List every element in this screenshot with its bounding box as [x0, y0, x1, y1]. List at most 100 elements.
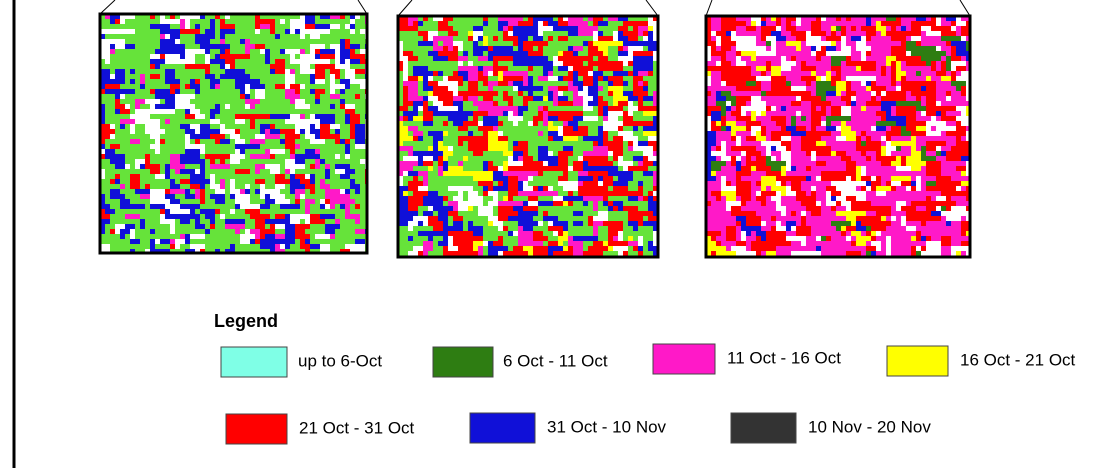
map-pixel	[513, 51, 518, 56]
map-pixel	[523, 66, 528, 71]
map-pixel	[180, 154, 185, 159]
map-pixel	[568, 61, 573, 66]
map-pixel	[360, 39, 365, 44]
map-pixel	[533, 171, 538, 176]
map-pixel	[110, 124, 115, 129]
map-pixel	[245, 29, 250, 34]
map-pixel	[200, 44, 205, 49]
map-pixel	[403, 216, 408, 221]
map-pixel	[488, 136, 493, 141]
map-pixel	[175, 139, 180, 144]
map-pixel	[190, 39, 195, 44]
map-pixel	[403, 156, 408, 161]
map-pixel	[408, 126, 413, 131]
map-pixel	[563, 216, 568, 221]
map-pixel	[270, 44, 275, 49]
map-pixel	[503, 111, 508, 116]
map-pixel	[175, 244, 180, 249]
map-pixel	[538, 86, 543, 91]
map-pixel	[310, 74, 315, 79]
map-pixel	[150, 179, 155, 184]
map-pixel	[230, 39, 235, 44]
map-pixel	[478, 221, 483, 226]
map-pixel	[538, 101, 543, 106]
map-pixel	[638, 86, 643, 91]
map-pixel	[463, 21, 468, 26]
map-pixel	[478, 31, 483, 36]
map-pixel	[105, 169, 110, 174]
map-pixel	[260, 189, 265, 194]
map-pixel	[175, 199, 180, 204]
map-pixel	[340, 189, 345, 194]
map-pixel	[240, 159, 245, 164]
map-pixel	[613, 66, 618, 71]
map-pixel	[240, 214, 245, 219]
map-pixel	[533, 151, 538, 156]
map-pixel	[110, 169, 115, 174]
map-pixel	[230, 189, 235, 194]
map-pixel	[135, 79, 140, 84]
map-pixel	[345, 239, 350, 244]
map-pixel	[270, 154, 275, 159]
map-pixel	[633, 126, 638, 131]
map-pixel	[105, 24, 110, 29]
map-pixel	[613, 86, 618, 91]
map-pixel	[568, 116, 573, 121]
map-pixel	[230, 179, 235, 184]
map-pixel	[618, 116, 623, 121]
map-pixel	[528, 196, 533, 201]
map-pixel	[648, 226, 653, 231]
map-pixel	[553, 101, 558, 106]
map-pixel	[205, 244, 210, 249]
map-pixel	[623, 91, 628, 96]
map-pixel	[105, 134, 110, 139]
map-pixel	[130, 44, 135, 49]
map-pixel	[548, 196, 553, 201]
map-pixel	[458, 101, 463, 106]
map-pixel	[443, 46, 448, 51]
map-pixel	[593, 46, 598, 51]
map-pixel	[300, 194, 305, 199]
map-pixel	[235, 159, 240, 164]
map-pixel	[325, 204, 330, 209]
map-pixel	[568, 186, 573, 191]
map-pixel	[483, 196, 488, 201]
map-pixel	[305, 94, 310, 99]
map-pixel	[448, 51, 453, 56]
map-pixel	[413, 66, 418, 71]
map-pixel	[638, 191, 643, 196]
map-pixel	[205, 209, 210, 214]
map-pixel	[418, 171, 423, 176]
map-pixel	[230, 174, 235, 179]
map-pixel	[448, 36, 453, 41]
map-pixel	[413, 101, 418, 106]
map-pixel	[513, 156, 518, 161]
map-pixel	[403, 86, 408, 91]
map-pixel	[155, 229, 160, 234]
map-pixel	[310, 159, 315, 164]
map-pixel	[260, 34, 265, 39]
map-pixel	[145, 149, 150, 154]
map-pixel	[255, 104, 260, 109]
map-pixel	[623, 191, 628, 196]
map-pixel	[120, 189, 125, 194]
map-pixel	[270, 79, 275, 84]
map-pixel	[310, 229, 315, 234]
map-pixel	[340, 144, 345, 149]
map-pixel	[235, 234, 240, 239]
map-pixel	[438, 211, 443, 216]
map-pixel	[235, 49, 240, 54]
map-pixel	[180, 84, 185, 89]
map-pixel	[578, 161, 583, 166]
map-pixel	[498, 86, 503, 91]
map-pixel	[155, 144, 160, 149]
map-pixel	[355, 204, 360, 209]
map-pixel	[618, 171, 623, 176]
map-pixel	[513, 111, 518, 116]
map-pixel	[300, 129, 305, 134]
map-pixel	[165, 149, 170, 154]
map-pixel	[165, 229, 170, 234]
map-pixel	[185, 74, 190, 79]
map-pixel	[608, 151, 613, 156]
map-pixel	[270, 84, 275, 89]
